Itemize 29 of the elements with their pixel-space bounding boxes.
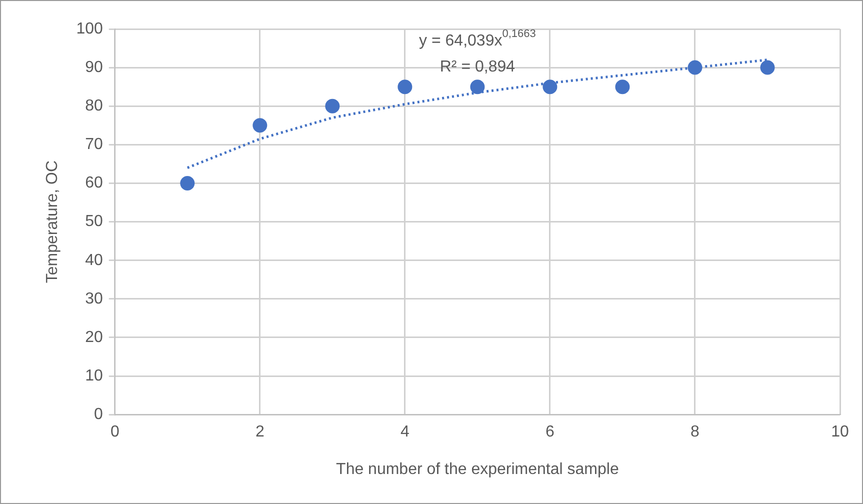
y-axis-title: Temperature, OC xyxy=(44,160,62,284)
point xyxy=(180,176,195,190)
point xyxy=(542,80,558,94)
y-tick-label: 70 xyxy=(85,136,103,154)
point xyxy=(252,118,268,133)
y-tick-label: 10 xyxy=(85,367,103,384)
y-tick-label: 30 xyxy=(85,290,103,308)
point xyxy=(398,80,412,94)
x-tick-label: 8 xyxy=(690,424,700,441)
x-tick-label: 4 xyxy=(400,424,410,441)
point xyxy=(760,60,775,75)
x-tick-label: 10 xyxy=(831,424,849,441)
point xyxy=(470,80,485,94)
x-tick-label: 6 xyxy=(546,424,555,441)
y-tick-label: 0 xyxy=(94,406,103,424)
x-tick-label: 2 xyxy=(255,424,264,441)
point xyxy=(688,60,702,75)
x-tick-label: 0 xyxy=(110,424,120,441)
y-tick-label: 50 xyxy=(85,213,103,230)
point xyxy=(325,98,340,114)
y-tick-label: 20 xyxy=(85,328,103,346)
point xyxy=(615,80,630,94)
y-tick-label: 90 xyxy=(85,58,103,76)
x-axis-title: The number of the experimental sample xyxy=(336,460,619,478)
y-tick-label: 60 xyxy=(85,174,103,192)
y-tick-label: 100 xyxy=(76,20,103,38)
y-tick-label: 80 xyxy=(85,98,103,115)
annotation: R² = 0,894 xyxy=(440,58,516,76)
y-tick-label: 40 xyxy=(85,252,103,269)
